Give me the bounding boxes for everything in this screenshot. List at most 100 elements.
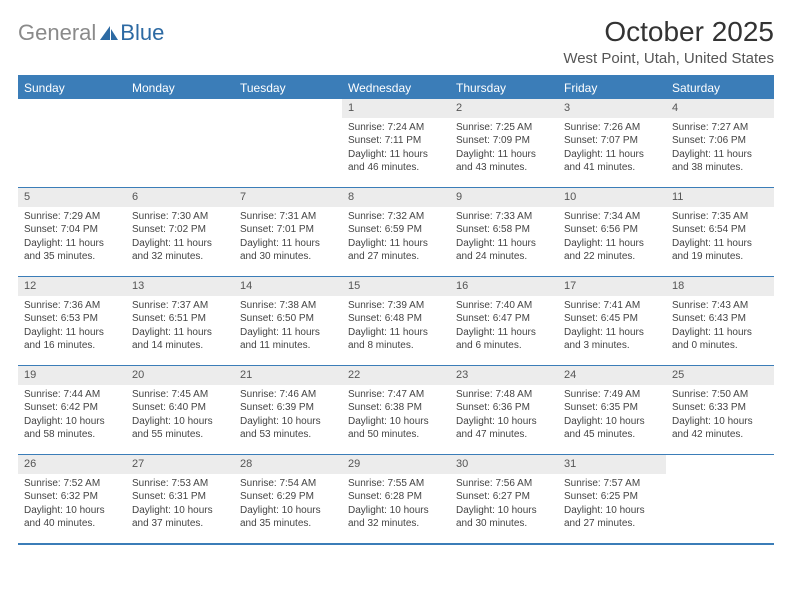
day-body: Sunrise: 7:47 AMSunset: 6:38 PMDaylight:… bbox=[342, 387, 450, 446]
day-cell: 17Sunrise: 7:41 AMSunset: 6:45 PMDayligh… bbox=[558, 277, 666, 365]
sunrise-text: Sunrise: 7:32 AM bbox=[348, 210, 444, 224]
weekday-thursday: Thursday bbox=[450, 77, 558, 99]
sunset-text: Sunset: 6:53 PM bbox=[24, 312, 120, 326]
day-body: Sunrise: 7:44 AMSunset: 6:42 PMDaylight:… bbox=[18, 387, 126, 446]
day-cell: 29Sunrise: 7:55 AMSunset: 6:28 PMDayligh… bbox=[342, 455, 450, 543]
day-body: Sunrise: 7:33 AMSunset: 6:58 PMDaylight:… bbox=[450, 209, 558, 268]
day-cell: 28Sunrise: 7:54 AMSunset: 6:29 PMDayligh… bbox=[234, 455, 342, 543]
daylight-text: Daylight: 11 hours and 38 minutes. bbox=[672, 148, 768, 175]
day-cell: 10Sunrise: 7:34 AMSunset: 6:56 PMDayligh… bbox=[558, 188, 666, 276]
sunset-text: Sunset: 7:01 PM bbox=[240, 223, 336, 237]
day-cell: 16Sunrise: 7:40 AMSunset: 6:47 PMDayligh… bbox=[450, 277, 558, 365]
sunrise-text: Sunrise: 7:29 AM bbox=[24, 210, 120, 224]
sunset-text: Sunset: 6:48 PM bbox=[348, 312, 444, 326]
sunset-text: Sunset: 6:56 PM bbox=[564, 223, 660, 237]
day-cell: 18Sunrise: 7:43 AMSunset: 6:43 PMDayligh… bbox=[666, 277, 774, 365]
day-number: 24 bbox=[558, 366, 666, 385]
day-body: Sunrise: 7:53 AMSunset: 6:31 PMDaylight:… bbox=[126, 476, 234, 535]
daylight-text: Daylight: 11 hours and 8 minutes. bbox=[348, 326, 444, 353]
sunrise-text: Sunrise: 7:31 AM bbox=[240, 210, 336, 224]
sunset-text: Sunset: 6:43 PM bbox=[672, 312, 768, 326]
day-body: Sunrise: 7:45 AMSunset: 6:40 PMDaylight:… bbox=[126, 387, 234, 446]
day-number: 31 bbox=[558, 455, 666, 474]
day-cell: 15Sunrise: 7:39 AMSunset: 6:48 PMDayligh… bbox=[342, 277, 450, 365]
sunrise-text: Sunrise: 7:34 AM bbox=[564, 210, 660, 224]
day-body: Sunrise: 7:27 AMSunset: 7:06 PMDaylight:… bbox=[666, 120, 774, 179]
day-number bbox=[666, 455, 774, 474]
sunrise-text: Sunrise: 7:41 AM bbox=[564, 299, 660, 313]
day-number bbox=[126, 99, 234, 118]
daylight-text: Daylight: 10 hours and 53 minutes. bbox=[240, 415, 336, 442]
day-number: 20 bbox=[126, 366, 234, 385]
day-body: Sunrise: 7:34 AMSunset: 6:56 PMDaylight:… bbox=[558, 209, 666, 268]
day-cell: 9 Sunrise: 7:33 AMSunset: 6:58 PMDaylight… bbox=[450, 188, 558, 276]
day-cell: 1Sunrise: 7:24 AMSunset: 7:11 PMDaylight… bbox=[342, 99, 450, 187]
day-cell: 21 Sunrise: 7:46 AMSunset: 6:39 PMDayligh… bbox=[234, 366, 342, 454]
sunset-text: Sunset: 6:31 PM bbox=[132, 490, 228, 504]
day-number: 4 bbox=[666, 99, 774, 118]
day-cell: 5Sunrise: 7:29 AMSunset: 7:04 PMDaylight… bbox=[18, 188, 126, 276]
sunrise-text: Sunrise: 7:46 AM bbox=[240, 388, 336, 402]
sunset-text: Sunset: 6:39 PM bbox=[240, 401, 336, 415]
day-number: 11 bbox=[666, 188, 774, 207]
day-body: Sunrise: 7:29 AMSunset: 7:04 PMDaylight:… bbox=[18, 209, 126, 268]
sunset-text: Sunset: 6:51 PM bbox=[132, 312, 228, 326]
week-row: 12Sunrise: 7:36 AMSunset: 6:53 PMDayligh… bbox=[18, 277, 774, 366]
daylight-text: Daylight: 11 hours and 35 minutes. bbox=[24, 237, 120, 264]
sunset-text: Sunset: 6:32 PM bbox=[24, 490, 120, 504]
week-row: 19 Sunrise: 7:44 AMSunset: 6:42 PMDayligh… bbox=[18, 366, 774, 455]
daylight-text: Daylight: 11 hours and 6 minutes. bbox=[456, 326, 552, 353]
day-number: 19 bbox=[18, 366, 126, 385]
day-cell: 12Sunrise: 7:36 AMSunset: 6:53 PMDayligh… bbox=[18, 277, 126, 365]
week-row: 26Sunrise: 7:52 AMSunset: 6:32 PMDayligh… bbox=[18, 455, 774, 545]
day-number: 21 bbox=[234, 366, 342, 385]
day-body: Sunrise: 7:35 AMSunset: 6:54 PMDaylight:… bbox=[666, 209, 774, 268]
day-cell: 20 Sunrise: 7:45 AMSunset: 6:40 PMDayligh… bbox=[126, 366, 234, 454]
daylight-text: Daylight: 11 hours and 41 minutes. bbox=[564, 148, 660, 175]
day-number: 28 bbox=[234, 455, 342, 474]
day-number: 9 bbox=[450, 188, 558, 207]
sunset-text: Sunset: 6:38 PM bbox=[348, 401, 444, 415]
daylight-text: Daylight: 11 hours and 43 minutes. bbox=[456, 148, 552, 175]
day-number: 8 bbox=[342, 188, 450, 207]
day-cell: 13Sunrise: 7:37 AMSunset: 6:51 PMDayligh… bbox=[126, 277, 234, 365]
sunset-text: Sunset: 6:27 PM bbox=[456, 490, 552, 504]
sunset-text: Sunset: 6:33 PM bbox=[672, 401, 768, 415]
day-cell: 19 Sunrise: 7:44 AMSunset: 6:42 PMDayligh… bbox=[18, 366, 126, 454]
day-body: Sunrise: 7:37 AMSunset: 6:51 PMDaylight:… bbox=[126, 298, 234, 357]
page-header: General Blue October 2025 West Point, Ut… bbox=[18, 16, 774, 67]
sunrise-text: Sunrise: 7:38 AM bbox=[240, 299, 336, 313]
sunrise-text: Sunrise: 7:26 AM bbox=[564, 121, 660, 135]
sunrise-text: Sunrise: 7:52 AM bbox=[24, 477, 120, 491]
daylight-text: Daylight: 10 hours and 30 minutes. bbox=[456, 504, 552, 531]
day-number: 27 bbox=[126, 455, 234, 474]
daylight-text: Daylight: 10 hours and 58 minutes. bbox=[24, 415, 120, 442]
sunset-text: Sunset: 6:29 PM bbox=[240, 490, 336, 504]
month-title: October 2025 bbox=[563, 16, 774, 48]
day-number bbox=[18, 99, 126, 118]
day-cell: 4 Sunrise: 7:27 AMSunset: 7:06 PMDaylight… bbox=[666, 99, 774, 187]
day-cell: 24Sunrise: 7:49 AMSunset: 6:35 PMDayligh… bbox=[558, 366, 666, 454]
sunrise-text: Sunrise: 7:47 AM bbox=[348, 388, 444, 402]
daylight-text: Daylight: 10 hours and 47 minutes. bbox=[456, 415, 552, 442]
daylight-text: Daylight: 10 hours and 55 minutes. bbox=[132, 415, 228, 442]
day-body: Sunrise: 7:36 AMSunset: 6:53 PMDaylight:… bbox=[18, 298, 126, 357]
day-body: Sunrise: 7:56 AMSunset: 6:27 PMDaylight:… bbox=[450, 476, 558, 535]
logo: General Blue bbox=[18, 16, 164, 46]
weekday-wednesday: Wednesday bbox=[342, 77, 450, 99]
day-cell: 30Sunrise: 7:56 AMSunset: 6:27 PMDayligh… bbox=[450, 455, 558, 543]
day-cell-empty bbox=[234, 99, 342, 187]
sunset-text: Sunset: 6:50 PM bbox=[240, 312, 336, 326]
daylight-text: Daylight: 10 hours and 32 minutes. bbox=[348, 504, 444, 531]
day-body: Sunrise: 7:48 AMSunset: 6:36 PMDaylight:… bbox=[450, 387, 558, 446]
sunrise-text: Sunrise: 7:57 AM bbox=[564, 477, 660, 491]
weekday-friday: Friday bbox=[558, 77, 666, 99]
sunset-text: Sunset: 6:58 PM bbox=[456, 223, 552, 237]
sunset-text: Sunset: 6:35 PM bbox=[564, 401, 660, 415]
day-cell: 3Sunrise: 7:26 AMSunset: 7:07 PMDaylight… bbox=[558, 99, 666, 187]
sunrise-text: Sunrise: 7:27 AM bbox=[672, 121, 768, 135]
week-row: 1Sunrise: 7:24 AMSunset: 7:11 PMDaylight… bbox=[18, 99, 774, 188]
sunset-text: Sunset: 6:25 PM bbox=[564, 490, 660, 504]
weekday-monday: Monday bbox=[126, 77, 234, 99]
sunset-text: Sunset: 6:59 PM bbox=[348, 223, 444, 237]
